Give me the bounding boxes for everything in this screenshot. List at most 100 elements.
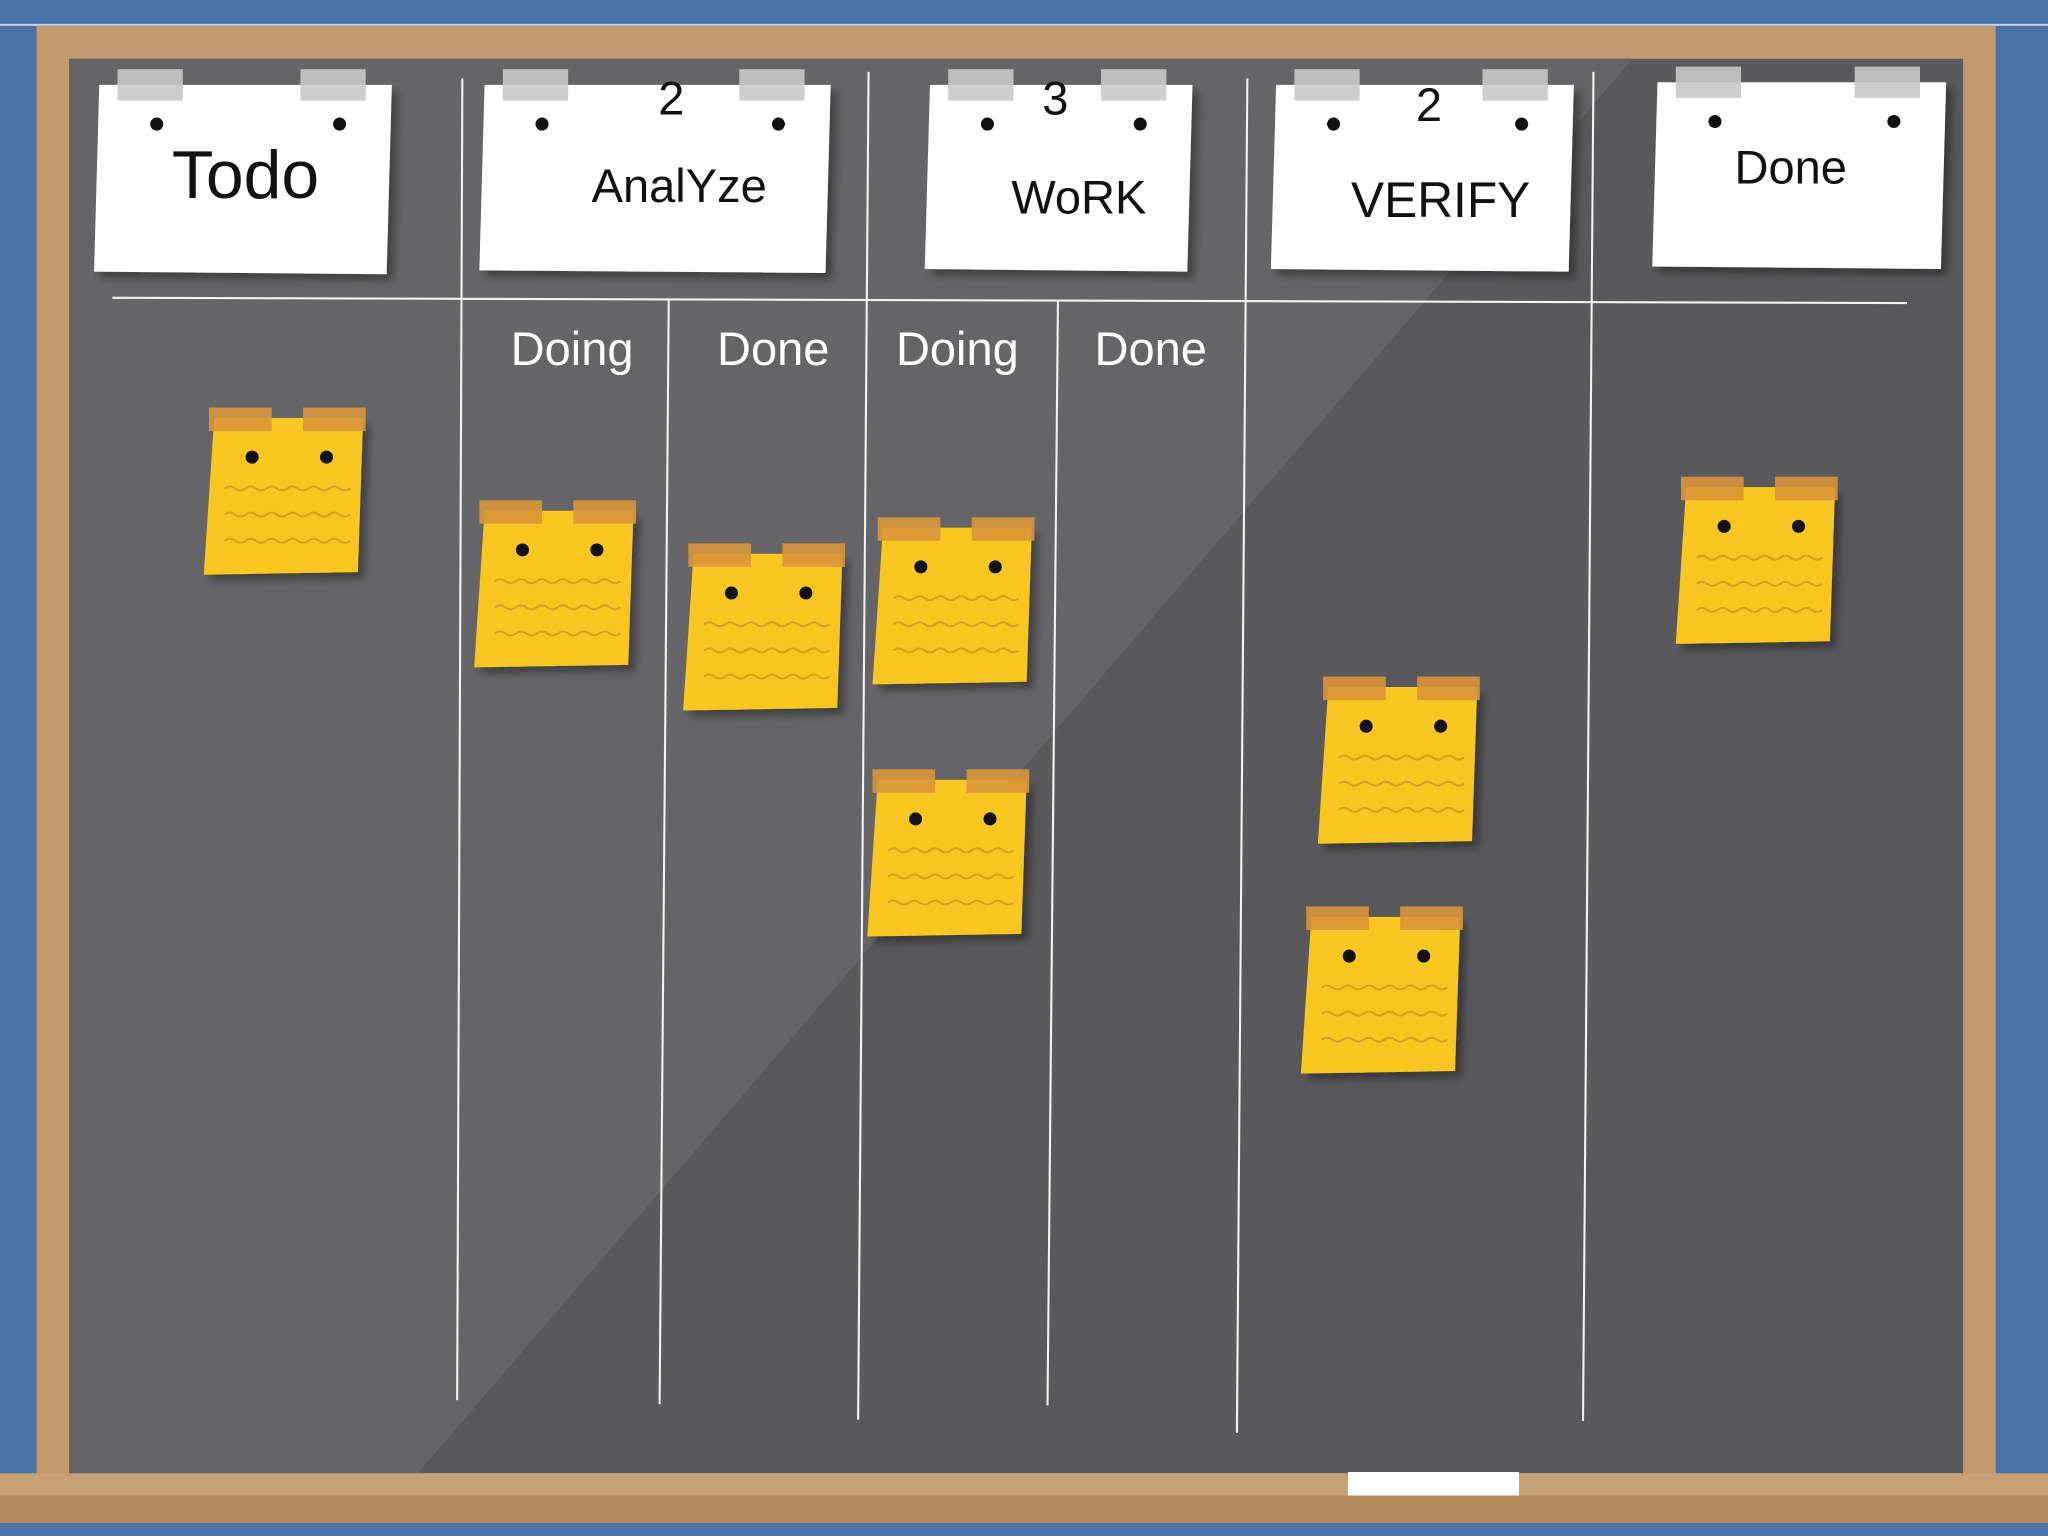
pin-hole	[150, 117, 164, 131]
note-scribble	[224, 537, 351, 544]
tape	[948, 69, 1014, 101]
note-paper	[683, 553, 843, 711]
card-paper	[1270, 84, 1574, 272]
header-cards	[94, 66, 1947, 275]
note-dot	[983, 812, 997, 826]
note-scribble	[1321, 1036, 1448, 1043]
note-tape	[966, 769, 1030, 793]
note-scribble	[494, 630, 621, 637]
note-paper	[867, 779, 1027, 937]
note-scribble	[703, 621, 830, 628]
note-dot	[988, 560, 1002, 574]
card-paper	[479, 84, 831, 273]
note-scribble	[1321, 1010, 1448, 1017]
column-divider	[658, 300, 670, 1405]
sticky-note	[1300, 906, 1463, 1074]
header-card	[1270, 69, 1574, 272]
subcolumn-title: Done	[717, 322, 829, 375]
tape	[1675, 66, 1742, 98]
pin-hole	[1515, 117, 1529, 131]
sticky-note	[203, 407, 366, 575]
note-dot	[1359, 719, 1373, 733]
note-tape	[877, 517, 941, 541]
note-scribble	[887, 899, 1015, 906]
note-dot	[1792, 519, 1806, 533]
note-dot	[1417, 949, 1431, 963]
note-scribble	[1696, 554, 1823, 561]
card-paper	[94, 84, 392, 275]
note-tape	[971, 517, 1035, 541]
sticky-note	[867, 769, 1030, 937]
note-dot	[914, 560, 928, 574]
wip-limit: 2	[658, 71, 684, 124]
note-tape	[1306, 906, 1369, 930]
card-paper	[1652, 82, 1947, 270]
pin-hole	[980, 117, 994, 131]
sticky-note	[474, 500, 637, 668]
note-scribble	[1338, 780, 1465, 787]
ledge-front	[0, 1495, 2048, 1523]
pin-hole	[1133, 117, 1147, 131]
pin-hole	[771, 117, 785, 131]
header-card	[1652, 66, 1947, 270]
note-scribble	[494, 604, 621, 611]
note-dot	[515, 543, 529, 557]
note-dot	[1717, 519, 1731, 533]
pin-hole	[1327, 117, 1341, 131]
tape	[1854, 66, 1920, 98]
note-scribble	[703, 647, 830, 654]
note-tape	[1400, 906, 1463, 930]
note-scribble	[1338, 806, 1465, 813]
note-tape	[208, 407, 272, 432]
sticky-notes	[203, 407, 1838, 1074]
note-tape	[1323, 676, 1386, 701]
column-title: Todo	[172, 138, 319, 213]
card-paper	[924, 84, 1193, 272]
chalk-eraser	[1347, 1472, 1520, 1496]
sticky-note	[683, 543, 846, 711]
note-tape	[573, 500, 637, 524]
sticky-note	[1675, 476, 1838, 644]
sticky-note	[872, 517, 1035, 685]
header-card	[924, 69, 1193, 272]
header-card	[479, 69, 831, 273]
subcolumn-title: Doing	[896, 322, 1019, 375]
note-dot	[320, 450, 334, 464]
column-title: Done	[1734, 141, 1846, 194]
note-scribble	[224, 511, 351, 518]
header-card	[94, 69, 392, 275]
column-title: AnalYze	[592, 159, 767, 212]
note-scribble	[1321, 984, 1448, 991]
note-tape	[303, 407, 366, 432]
note-paper	[872, 527, 1032, 685]
note-paper	[1675, 487, 1836, 644]
note-scribble	[224, 485, 351, 492]
column-title: WoRK	[1011, 171, 1146, 224]
note-scribble	[703, 673, 830, 680]
note-scribble	[494, 578, 621, 585]
note-scribble	[892, 621, 1020, 628]
note-dot	[590, 543, 604, 557]
note-dot	[1434, 719, 1448, 733]
sticky-note	[1317, 676, 1480, 844]
tape	[739, 69, 805, 101]
pin-hole	[333, 117, 347, 131]
note-tape	[1417, 676, 1480, 701]
wip-limit: 2	[1416, 78, 1442, 131]
note-dot	[724, 586, 738, 600]
note-paper	[474, 510, 634, 668]
pin-hole	[1708, 114, 1722, 128]
header-divider	[112, 296, 1907, 305]
note-dot	[799, 586, 813, 600]
column-divider	[1235, 78, 1249, 1433]
tape	[300, 69, 366, 101]
tape	[1482, 69, 1548, 101]
note-paper	[203, 417, 364, 575]
wip-limit: 3	[1042, 71, 1068, 124]
tape	[1101, 69, 1167, 101]
column-title: VERIFY	[1351, 172, 1530, 228]
note-scribble	[1696, 580, 1823, 587]
note-dot	[909, 812, 923, 826]
